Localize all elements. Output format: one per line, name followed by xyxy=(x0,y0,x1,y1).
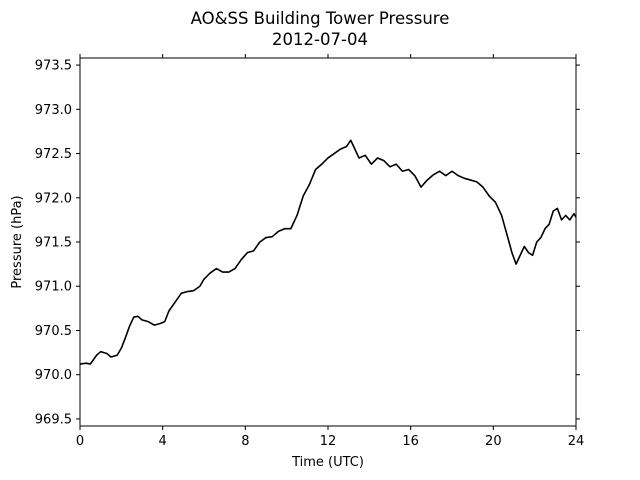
x-tick-label: 0 xyxy=(76,434,84,449)
x-tick-label: 12 xyxy=(320,434,337,449)
plot-frame xyxy=(79,57,577,427)
plot-area xyxy=(79,139,577,365)
y-axis-label: Pressure (hPa) xyxy=(10,195,25,288)
y-tick-label: 971.0 xyxy=(35,280,72,295)
x-tick-label: 20 xyxy=(485,434,502,449)
y-tick-label: 970.0 xyxy=(35,368,72,383)
y-tick-label: 972.0 xyxy=(35,191,72,206)
x-tick-label: 16 xyxy=(402,434,419,449)
x-tick-label: 8 xyxy=(241,434,249,449)
x-tick-label: 24 xyxy=(568,434,585,449)
axis-ticks xyxy=(76,54,580,430)
tick-labels: 0 4 8 12 16 20 24 969.5 970.0 970.5 971.0 971.5 972.… xyxy=(35,59,584,449)
chart-title: AO&SS Building Tower Pressure xyxy=(191,9,450,28)
y-tick-label: 971.5 xyxy=(35,236,72,251)
x-tick-label: 4 xyxy=(159,434,167,449)
series-line xyxy=(79,139,577,365)
y-tick-label: 969.5 xyxy=(35,412,72,427)
chart-subtitle: 2012-07-04 xyxy=(272,30,368,49)
y-tick-label: 973.5 xyxy=(35,59,72,74)
y-tick-label: 970.5 xyxy=(35,324,72,339)
x-axis-label: Time (UTC) xyxy=(291,455,364,470)
y-tick-label: 973.0 xyxy=(35,103,72,118)
y-tick-label: 972.5 xyxy=(35,147,72,162)
